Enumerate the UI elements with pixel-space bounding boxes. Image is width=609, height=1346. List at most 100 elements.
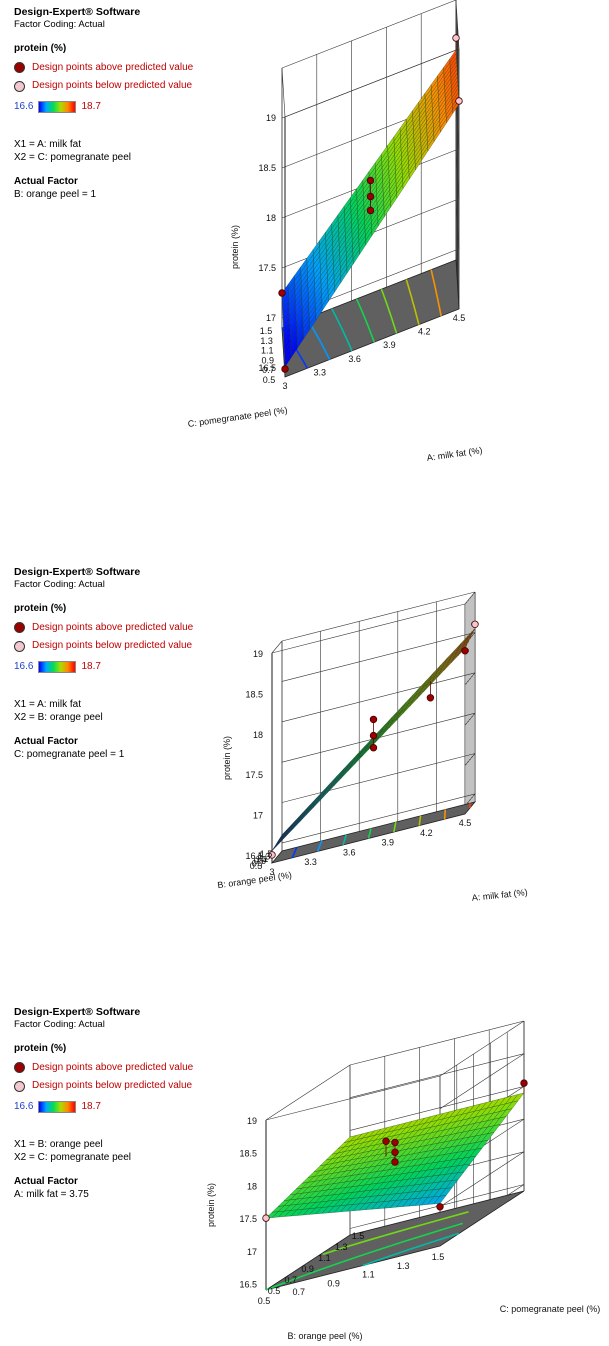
x-tick-label: 0.9 [327,1278,340,1288]
x-tick-label: 3.3 [314,367,327,377]
contour-line [265,1222,463,1291]
design-point [520,1079,528,1087]
legend-below: Design points below predicted value [14,1080,214,1093]
z-axis-title: protein (%) [222,736,232,780]
x-tick-label: 1.3 [397,1261,410,1271]
response-surface [281,49,460,368]
z-tick-label: 19 [247,1116,257,1126]
y-tick-label: 0.5 [263,375,276,385]
x-tick-label: 3.9 [383,340,396,350]
x-tick-label: 3 [282,381,287,391]
grid-line [464,713,476,726]
grid-line [349,1020,525,1066]
y-tick-label: 1.5 [260,849,273,859]
grid-line [281,0,457,69]
y-tick-label: 0.7 [262,365,275,375]
color-max: 18.7 [81,660,101,672]
above-dot-icon [14,62,25,74]
above-dot-icon [14,1062,25,1074]
top-edge [284,48,460,118]
design-point [455,97,463,105]
software-title: Design-Expert® Software [14,1006,141,1018]
color-scale: 16.6 18.7 [14,661,214,674]
color-max: 18.7 [81,1100,101,1112]
design-point [426,694,435,702]
design-points [278,34,463,373]
x-tick-label: 4.2 [420,828,433,838]
design-point [436,1203,444,1211]
grid-line [455,99,460,150]
design-point [391,1138,399,1147]
design-point [369,743,378,752]
chart-legend-2: Design-Expert® Software Factor Coding: A… [14,566,214,761]
grid-line [281,672,476,723]
contour-line [322,1211,469,1256]
x-tick-label: 3.6 [348,354,361,364]
grid-line [455,0,460,50]
x-tick-label: 4.5 [459,818,472,828]
y-tick-label: 1.3 [335,1242,348,1252]
z-tick-label: 19 [266,113,276,123]
response-title: protein (%) [14,603,67,614]
x2-def: X2 = B: orange peel [14,711,103,723]
grid-line [455,249,460,300]
z-tick-label: 18.5 [258,163,276,173]
response-title: protein (%) [14,43,67,54]
x-tick-label: 4.2 [418,327,431,337]
contour-line [362,1232,460,1267]
legend-below: Design points below predicted value [14,80,214,93]
contour-line [430,269,442,317]
tick-labels: 3 3.3 3.6 3.9 4.2 4.5 0.50.70.91.11.31.5 16.5 17… [187,113,483,463]
z-tick-label: 16.5 [258,363,276,373]
top-edge [271,603,466,654]
surface-plot-2: 3 3.3 3.6 3.9 4.2 4.5 0.50.70.91.11.31.516.5 17… [217,591,528,903]
z-tick-label: 17.5 [239,1214,257,1224]
design-point [278,289,286,297]
y-tick-label: 1.5 [352,1231,365,1241]
design-point [391,1148,399,1156]
design-point [366,192,375,201]
z-tick-label: 17 [253,811,263,821]
factor-coding: Factor Coding: Actual [14,19,105,31]
actual-factor-title: Actual Factor [14,1176,78,1187]
contour-floor [281,259,460,378]
top-edge [265,1075,441,1121]
above-dot-icon [14,622,25,634]
color-min: 16.6 [14,1100,34,1112]
design-point [382,1137,390,1145]
y-tick-label: 1.1 [261,346,274,356]
actual-factor: B: orange peel = 1 [14,188,97,200]
color-scale: 16.6 18.7 [14,101,214,114]
grid-line [439,1053,525,1109]
factor-coding: Factor Coding: Actual [14,1019,105,1031]
z-tick-label: 17.5 [245,770,263,780]
color-gradient [38,660,77,673]
z-tick-label: 17.5 [258,263,276,273]
design-point [461,647,469,655]
chart-panel-3: Design-Expert® Software Factor Coding: A… [0,1000,609,1346]
contour-line [342,834,348,846]
surface-cell [271,842,280,852]
x1-def: X1 = A: milk fat [14,699,81,710]
y-tick-label: 0.7 [252,859,265,869]
design-points [262,1079,528,1222]
design-point [366,176,375,185]
x-axis-title: A: milk fat (%) [426,445,483,463]
x2-def: X2 = C: pomegranate peel [14,1151,132,1163]
grid-line [464,591,476,605]
actual-factor: C: pomegranate peel = 1 [14,748,125,760]
legend-above: Design points above predicted value [14,622,214,635]
z-tick-label: 17 [266,313,276,323]
z-tick-label: 18.5 [245,689,263,699]
contour-line [355,298,375,343]
design-point [369,731,378,740]
tick-labels: 0.50.70.91.11.31.50.50.70.91.11.31.516.5… [206,1116,600,1341]
below-dot-icon [14,1080,25,1092]
legend-below: Design points below predicted value [14,640,214,653]
top-edge [265,1064,351,1121]
grid-line [281,753,476,803]
y-axis-title: C: pomegranate peel (%) [500,1304,601,1314]
factor-coding: Factor Coding: Actual [14,579,105,591]
y-tick-label: 1.3 [260,336,273,346]
top-edge [281,67,286,118]
